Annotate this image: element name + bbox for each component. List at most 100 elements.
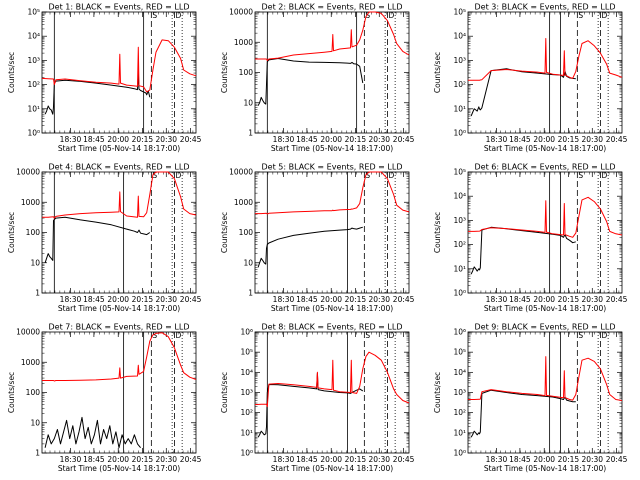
- event-marker-label: D: [601, 11, 607, 20]
- y-tick-label: 100: [239, 68, 254, 77]
- x-tick-label: 20:15: [345, 135, 367, 144]
- y-tick-label: 10: [243, 258, 253, 267]
- x-tick-label: 20:30: [581, 455, 603, 464]
- panel-title: Det 1: BLACK = Events, RED = LLD: [49, 3, 190, 12]
- y-tick-label: 10²: [453, 80, 466, 89]
- y-axis-label: Counts/sec: [220, 52, 229, 93]
- x-tick-label: 18:30: [60, 455, 82, 464]
- x-tick-label: 20:15: [558, 135, 580, 144]
- panel-title: Det 7: BLACK = Events, RED = LLD: [49, 323, 190, 332]
- series-line-lld: [42, 171, 197, 219]
- plot-frame: [254, 11, 410, 134]
- y-tick-label: 1000: [234, 198, 253, 207]
- x-tick-label: 18:45: [296, 295, 318, 304]
- y-tick-label: 10¹: [453, 264, 466, 273]
- x-tick-label: 20:45: [606, 135, 628, 144]
- x-tick-label: 20:00: [320, 135, 342, 144]
- x-axis-label: Start Time (05-Nov-14 18:17:00): [58, 144, 180, 153]
- x-tick-label: 20:00: [107, 295, 129, 304]
- x-axis-label: Start Time (05-Nov-14 18:17:00): [271, 304, 393, 313]
- y-axis-label: Counts/sec: [7, 372, 16, 413]
- event-marker-label: D: [175, 331, 181, 340]
- y-tick-label: 10: [30, 418, 40, 427]
- x-tick-label: 20:30: [581, 295, 603, 304]
- y-tick-label: 10¹: [453, 104, 466, 113]
- x-tick-label: 18:30: [273, 295, 295, 304]
- x-tick-label: 18:45: [296, 455, 318, 464]
- y-tick-label: 10⁰: [453, 129, 466, 138]
- y-tick-label: 10³: [27, 56, 40, 65]
- panel-title: Det 8: BLACK = Events, RED = LLD: [262, 323, 403, 332]
- y-tick-label: 1: [35, 449, 40, 458]
- event-marker-label: S: [578, 171, 583, 180]
- detector-panel-7: 1 10 100 1000 10000 18:30 18:45 20:00 20:15 20:30…: [0, 320, 213, 480]
- detector-panel-6: 10⁰ 10¹ 10² 10³ 10⁴ 10⁵ 18:30 18:45 20:00 20:15 20…: [426, 160, 639, 320]
- x-axis-label: Start Time (05-Nov-14 18:17:00): [271, 144, 393, 153]
- event-marker-label: D: [388, 171, 394, 180]
- y-tick-label: 100: [26, 388, 41, 397]
- x-tick-label: 20:45: [606, 455, 628, 464]
- y-axis-label: Counts/sec: [433, 212, 442, 253]
- panel-title: Det 6: BLACK = Events, RED = LLD: [475, 163, 616, 172]
- detector-panel-9: 10⁰ 10¹ 10² 10³ 10⁴ 10⁵ 10⁶ 18:30 18:45 20:00 20:1…: [426, 320, 639, 480]
- x-tick-label: 20:00: [320, 455, 342, 464]
- y-axis-label: Counts/sec: [433, 52, 442, 93]
- x-tick-label: 20:00: [533, 135, 555, 144]
- event-marker-label: D: [601, 171, 607, 180]
- chart-canvas: 1 10 100 1000 10000 18:30 18:45 20:00 20:15 20:30…: [220, 3, 415, 154]
- event-marker-label: D: [601, 331, 607, 340]
- x-tick-label: 20:30: [155, 295, 177, 304]
- plot-frame: [41, 331, 197, 454]
- y-tick-label: 10²: [453, 240, 466, 249]
- x-axis-label: Start Time (05-Nov-14 18:17:00): [58, 304, 180, 313]
- x-tick-label: 20:00: [320, 295, 342, 304]
- detector-panel-5: 1 10 100 1000 10000 18:30 18:45 20:00 20:15 20:30…: [213, 160, 426, 320]
- y-tick-label: 10⁵: [453, 8, 466, 17]
- x-tick-label: 20:45: [180, 135, 202, 144]
- x-tick-label: 20:15: [345, 295, 367, 304]
- series-line-lld: [468, 196, 623, 238]
- y-tick-label: 10³: [240, 388, 253, 397]
- x-tick-label: 20:15: [558, 295, 580, 304]
- y-tick-label: 10⁴: [27, 32, 40, 41]
- event-marker-label: S: [365, 331, 370, 340]
- x-tick-label: 20:00: [107, 135, 129, 144]
- y-tick-label: 10⁶: [453, 328, 466, 337]
- x-tick-label: 20:15: [132, 455, 154, 464]
- y-tick-label: 10: [243, 98, 253, 107]
- plot-frame: [254, 171, 410, 294]
- x-tick-label: 20:30: [155, 455, 177, 464]
- x-tick-label: 20:45: [606, 295, 628, 304]
- x-tick-label: 18:45: [83, 455, 105, 464]
- y-tick-label: 10⁰: [453, 449, 466, 458]
- y-tick-label: 1000: [234, 38, 253, 47]
- detector-panel-4: 1 10 100 1000 10000 18:30 18:45 20:00 20:15 20:30…: [0, 160, 213, 320]
- x-tick-label: 18:30: [60, 135, 82, 144]
- x-axis-label: Start Time (05-Nov-14 18:17:00): [484, 144, 606, 153]
- y-tick-label: 100: [239, 228, 254, 237]
- series-line-events: [44, 216, 151, 263]
- x-tick-label: 20:30: [368, 295, 390, 304]
- panel-title: Det 3: BLACK = Events, RED = LLD: [475, 3, 616, 12]
- y-axis-label: Counts/sec: [220, 212, 229, 253]
- y-tick-label: 10¹: [27, 104, 40, 113]
- y-tick-label: 10000: [16, 168, 40, 177]
- event-marker-label: S: [578, 11, 583, 20]
- x-tick-label: 20:45: [393, 135, 415, 144]
- x-tick-label: 18:30: [273, 455, 295, 464]
- series-line-lld: [255, 171, 410, 215]
- series-line-events: [44, 70, 151, 115]
- plot-frame: [254, 331, 410, 454]
- y-tick-label: 10000: [16, 328, 40, 337]
- y-axis-label: Counts/sec: [433, 372, 442, 413]
- x-tick-label: 20:15: [132, 295, 154, 304]
- event-marker-label: D: [388, 11, 394, 20]
- detector-panel-2: 1 10 100 1000 10000 18:30 18:45 20:00 20:15 20:30…: [213, 0, 426, 160]
- y-tick-label: 10: [30, 258, 40, 267]
- y-axis-label: Counts/sec: [7, 212, 16, 253]
- chart-canvas: 10⁰ 10¹ 10² 10³ 10⁴ 10⁵ 10⁶ 18:30 18:45 20:00 20:1…: [220, 323, 415, 474]
- y-tick-label: 10⁴: [453, 32, 466, 41]
